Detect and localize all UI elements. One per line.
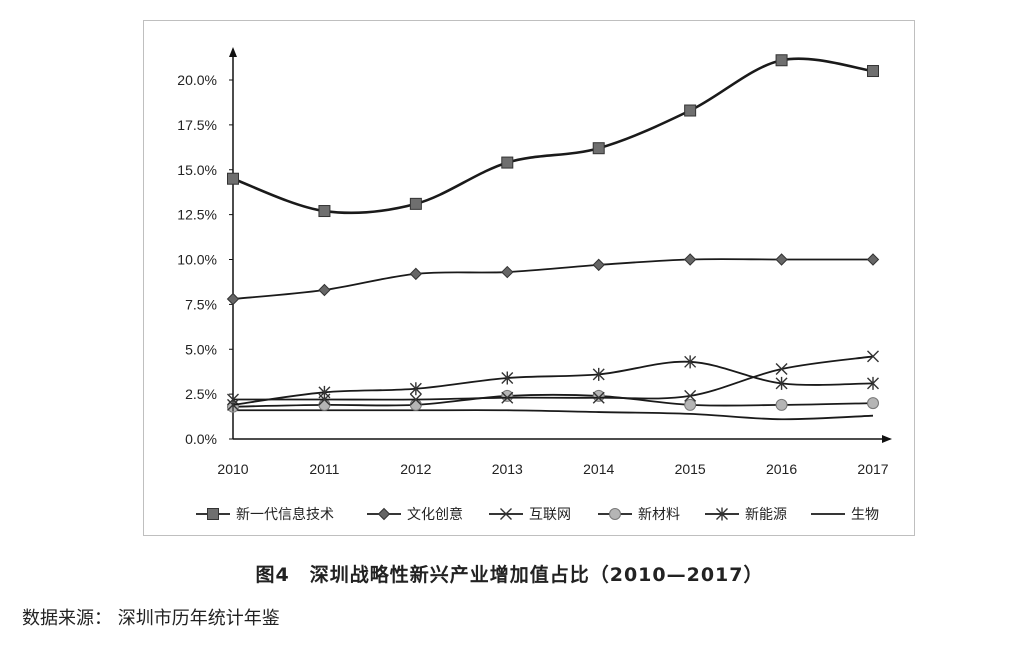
- series-point: [409, 393, 422, 406]
- x-tick-label: 2012: [400, 461, 431, 477]
- y-tick-label: 10.0%: [177, 252, 217, 268]
- series-line: [233, 409, 874, 421]
- series-point: [227, 398, 239, 412]
- series-point: [318, 398, 331, 411]
- series-line: [232, 393, 874, 408]
- data-source-note: 数据来源： 深圳市历年统计年鉴: [22, 608, 280, 629]
- x-tick-label: 2011: [309, 461, 339, 477]
- series-point: [318, 283, 331, 297]
- y-axis-arrow: [229, 47, 237, 57]
- series-point: [409, 197, 422, 210]
- series-point: [684, 398, 697, 411]
- y-tick-label: 2.5%: [185, 386, 217, 402]
- series-point: [684, 355, 697, 369]
- x-tick-label: 2017: [857, 461, 888, 477]
- series-point: [867, 350, 879, 363]
- series-point: [318, 385, 331, 399]
- series-point: [866, 253, 880, 266]
- y-tick-label: 5.0%: [185, 341, 217, 357]
- series-point: [867, 65, 879, 78]
- x-axis-arrow: [882, 435, 892, 443]
- series-point: [592, 258, 605, 272]
- series-line: [232, 57, 874, 215]
- legend-label: 生物: [851, 507, 879, 523]
- series-point: [867, 397, 879, 410]
- y-tick-label: 12.5%: [177, 207, 217, 223]
- y-tick-label: 7.5%: [185, 296, 217, 312]
- series-point: [775, 376, 788, 390]
- series-point: [592, 389, 605, 402]
- legend-label: 新一代信息技术: [236, 506, 334, 523]
- series-point: [867, 376, 879, 390]
- series-point: [683, 253, 697, 266]
- series-point: [684, 389, 697, 402]
- legend-label: 文化创意: [407, 506, 463, 523]
- x-tick-label: 2014: [583, 461, 614, 477]
- series-line: [232, 258, 874, 300]
- series-point: [409, 398, 422, 411]
- legend-marker: [207, 508, 219, 520]
- legend-marker: [377, 507, 391, 521]
- legend-label: 新材料: [638, 507, 680, 523]
- y-tick-label: 15.0%: [177, 162, 217, 178]
- legend-label: 新能源: [745, 507, 787, 523]
- series-point: [501, 265, 514, 279]
- legend-label: 互联网: [529, 507, 571, 523]
- series-point: [318, 205, 331, 218]
- series-point: [501, 156, 514, 169]
- series-point: [409, 267, 423, 281]
- y-tick-label: 0.0%: [185, 431, 217, 447]
- series-line: [233, 355, 874, 401]
- series-point: [775, 253, 788, 266]
- x-tick-label: 2015: [675, 461, 706, 477]
- series-point: [775, 54, 788, 67]
- y-tick-label: 17.5%: [177, 117, 217, 133]
- series-point: [226, 292, 240, 306]
- x-tick-label: 2010: [217, 461, 248, 477]
- figure-caption: 图4 深圳战略性新兴产业增加值占比（2010—2017）: [255, 564, 764, 586]
- x-tick-label: 2013: [492, 461, 523, 477]
- x-tick-label: 2016: [766, 461, 797, 477]
- legend-marker: [716, 507, 728, 521]
- series-line: [232, 360, 874, 406]
- series-point: [775, 363, 788, 375]
- legend-marker: [500, 508, 512, 520]
- legend-marker: [609, 508, 621, 520]
- series-point: [592, 367, 605, 381]
- series-point: [775, 398, 788, 411]
- series-point: [684, 104, 697, 117]
- series-point: [592, 391, 605, 404]
- chart-frame: 0.0% 2.5% 5.0% 7.5% 10.0% 12.5% 15.0% 17.5% 20.0…: [143, 20, 915, 536]
- line-chart: 0.0% 2.5% 5.0% 7.5% 10.0% 12.5% 15.0% 17.5% 20.0…: [177, 47, 892, 523]
- series-point: [592, 142, 605, 155]
- series-point: [227, 172, 239, 185]
- series-point: [501, 389, 514, 402]
- series-point: [409, 382, 422, 396]
- series-point: [501, 371, 514, 385]
- y-tick-label: 20.0%: [177, 72, 217, 88]
- series-point: [501, 391, 514, 404]
